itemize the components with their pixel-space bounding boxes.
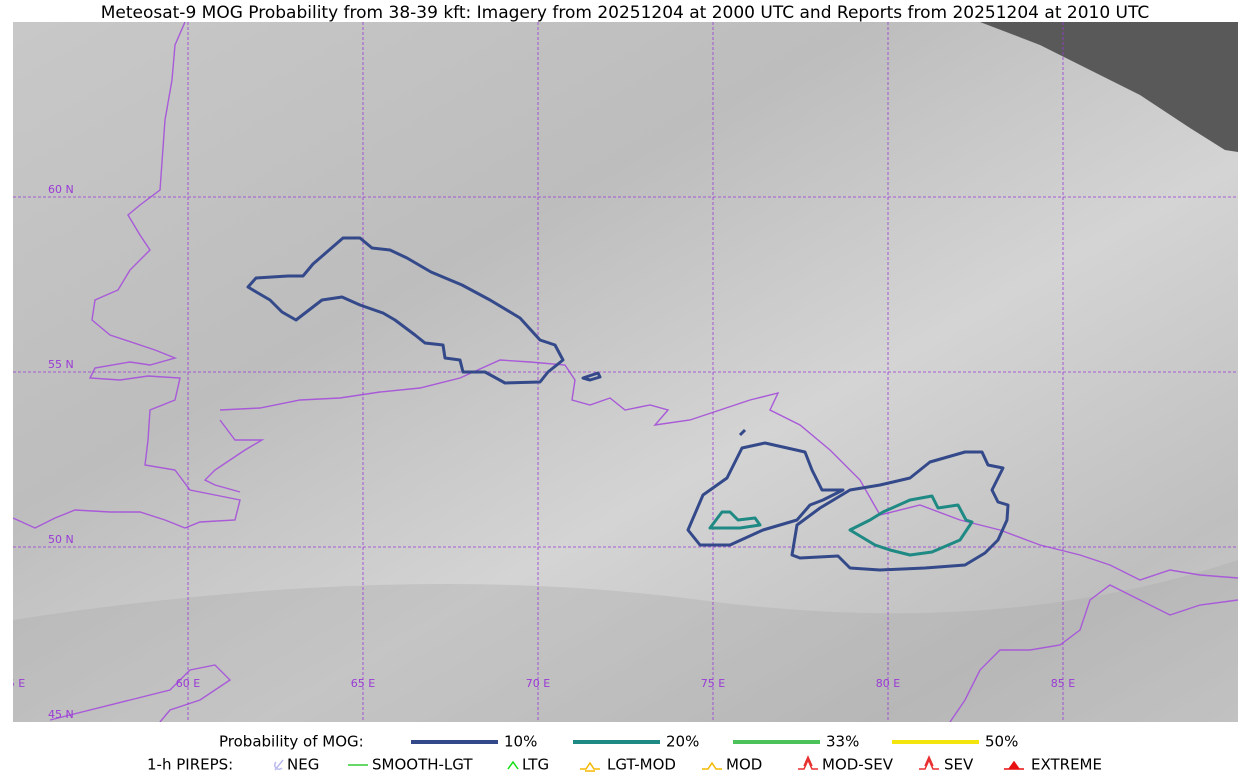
contour-10 <box>790 450 1010 572</box>
longitude-label: 55 E <box>1 677 25 690</box>
pirep-symbol <box>274 759 284 771</box>
graticule: 55 E 60 E 65 E 70 E 75 E 80 E 85 E 60 N 55 N 50 N… <box>1 22 1238 722</box>
pirep-symbol <box>702 761 722 770</box>
legend-label: SEV <box>944 756 974 774</box>
legend-label: SMOOTH-LGT <box>372 756 473 774</box>
legend-label: MOD <box>726 756 762 774</box>
longitude-label: 70 E <box>526 677 550 690</box>
legend-label: MOD-SEV <box>822 756 894 774</box>
latitude-label: 50 N <box>48 533 74 546</box>
latitude-label: 55 N <box>48 358 74 371</box>
cloud-band <box>13 560 1238 722</box>
legend-label: EXTREME <box>1031 756 1102 774</box>
legend-label: NEG <box>287 756 319 774</box>
mog-contours <box>246 236 1010 572</box>
map: 55 E 60 E 65 E 70 E 75 E 80 E 85 E 60 N 55 N 50 N… <box>1 22 1238 722</box>
contour-20 <box>848 494 974 557</box>
contour-10 <box>686 441 845 547</box>
longitude-label: 80 E <box>876 677 900 690</box>
legend-label: 20% <box>666 733 699 751</box>
pirep-symbol <box>580 761 600 772</box>
legend-label: LTG <box>522 756 549 774</box>
pirep-symbol <box>919 755 939 770</box>
longitude-label: 60 E <box>176 677 200 690</box>
pirep-symbol <box>507 760 519 770</box>
contour-20 <box>708 510 762 530</box>
longitude-label: 85 E <box>1051 677 1075 690</box>
contour-10 <box>246 236 565 385</box>
pirep-symbol <box>1004 760 1024 770</box>
contour-10 <box>581 371 602 382</box>
longitude-label: 65 E <box>351 677 375 690</box>
no-data-area <box>980 22 1238 152</box>
legend-label: LGT-MOD <box>607 756 676 774</box>
pirep-symbol <box>798 755 818 770</box>
borders <box>13 22 1238 722</box>
legend-title: 1-h PIREPS: <box>147 756 233 774</box>
legend-label: 33% <box>826 733 859 751</box>
legend-label: 10% <box>504 733 537 751</box>
contour-10 <box>738 428 747 437</box>
legend-label: 50% <box>985 733 1018 751</box>
legend-title: Probability of MOG: <box>219 733 364 751</box>
legend: Probability of MOG: 10% 20% 33% 50% 1-h PIREP… <box>147 733 1102 774</box>
longitude-label: 75 E <box>701 677 725 690</box>
latitude-label: 45 N <box>48 708 74 721</box>
latitude-label: 60 N <box>48 183 74 196</box>
title: Meteosat-9 MOG Probability from 38-39 kf… <box>101 3 1150 23</box>
